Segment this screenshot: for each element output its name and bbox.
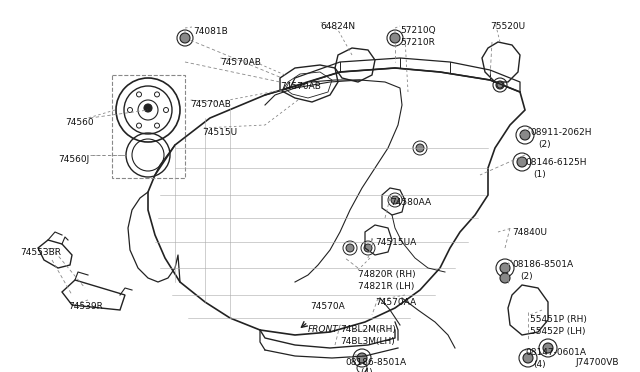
Text: 75520U: 75520U bbox=[490, 22, 525, 31]
Text: 74820R (RH): 74820R (RH) bbox=[358, 270, 415, 279]
Text: 74580AA: 74580AA bbox=[390, 198, 431, 207]
Text: FRONT: FRONT bbox=[308, 325, 339, 334]
Text: (2): (2) bbox=[520, 272, 532, 281]
Text: 74081B: 74081B bbox=[193, 27, 228, 36]
Text: (4): (4) bbox=[533, 360, 546, 369]
Text: 57210R: 57210R bbox=[400, 38, 435, 47]
Text: 74840U: 74840U bbox=[512, 228, 547, 237]
Text: 08911-2062H: 08911-2062H bbox=[530, 128, 591, 137]
Text: (2): (2) bbox=[538, 140, 550, 149]
Text: 08186-8501A: 08186-8501A bbox=[512, 260, 573, 269]
Text: 74BL3M(LH): 74BL3M(LH) bbox=[340, 337, 395, 346]
Text: 74515UA: 74515UA bbox=[375, 238, 416, 247]
Text: 74570AB: 74570AB bbox=[190, 100, 231, 109]
Text: (1): (1) bbox=[533, 170, 546, 179]
Text: 74821R (LH): 74821R (LH) bbox=[358, 282, 414, 291]
Circle shape bbox=[500, 273, 510, 283]
Circle shape bbox=[523, 353, 533, 363]
Text: 74553BR: 74553BR bbox=[20, 248, 61, 257]
Text: (4): (4) bbox=[360, 368, 372, 372]
Circle shape bbox=[416, 144, 424, 152]
Text: 57210Q: 57210Q bbox=[400, 26, 436, 35]
Text: 08146-6125H: 08146-6125H bbox=[525, 158, 586, 167]
Circle shape bbox=[357, 353, 367, 363]
Text: 55451P (RH): 55451P (RH) bbox=[530, 315, 587, 324]
Text: 08186-8501A: 08186-8501A bbox=[345, 358, 406, 367]
Text: 74570AB: 74570AB bbox=[280, 82, 321, 91]
Circle shape bbox=[364, 244, 372, 252]
Text: 74570A: 74570A bbox=[310, 302, 345, 311]
Text: 74560: 74560 bbox=[65, 118, 93, 127]
Text: 74570AB: 74570AB bbox=[220, 58, 261, 67]
Circle shape bbox=[144, 104, 152, 112]
Text: 74539R: 74539R bbox=[68, 302, 103, 311]
Circle shape bbox=[520, 130, 530, 140]
Circle shape bbox=[391, 196, 399, 204]
Circle shape bbox=[543, 343, 553, 353]
Text: 74560J: 74560J bbox=[58, 155, 89, 164]
Circle shape bbox=[346, 244, 354, 252]
Circle shape bbox=[517, 157, 527, 167]
Circle shape bbox=[496, 81, 504, 89]
Text: 74BL2M(RH): 74BL2M(RH) bbox=[340, 325, 396, 334]
Text: 08147-0601A: 08147-0601A bbox=[525, 348, 586, 357]
Text: 74570AA: 74570AA bbox=[375, 298, 416, 307]
Circle shape bbox=[180, 33, 190, 43]
Text: 64824N: 64824N bbox=[320, 22, 355, 31]
Circle shape bbox=[500, 263, 510, 273]
Text: 74515U: 74515U bbox=[202, 128, 237, 137]
Text: J74700VB: J74700VB bbox=[575, 358, 618, 367]
Text: 55452P (LH): 55452P (LH) bbox=[530, 327, 586, 336]
Circle shape bbox=[390, 33, 400, 43]
